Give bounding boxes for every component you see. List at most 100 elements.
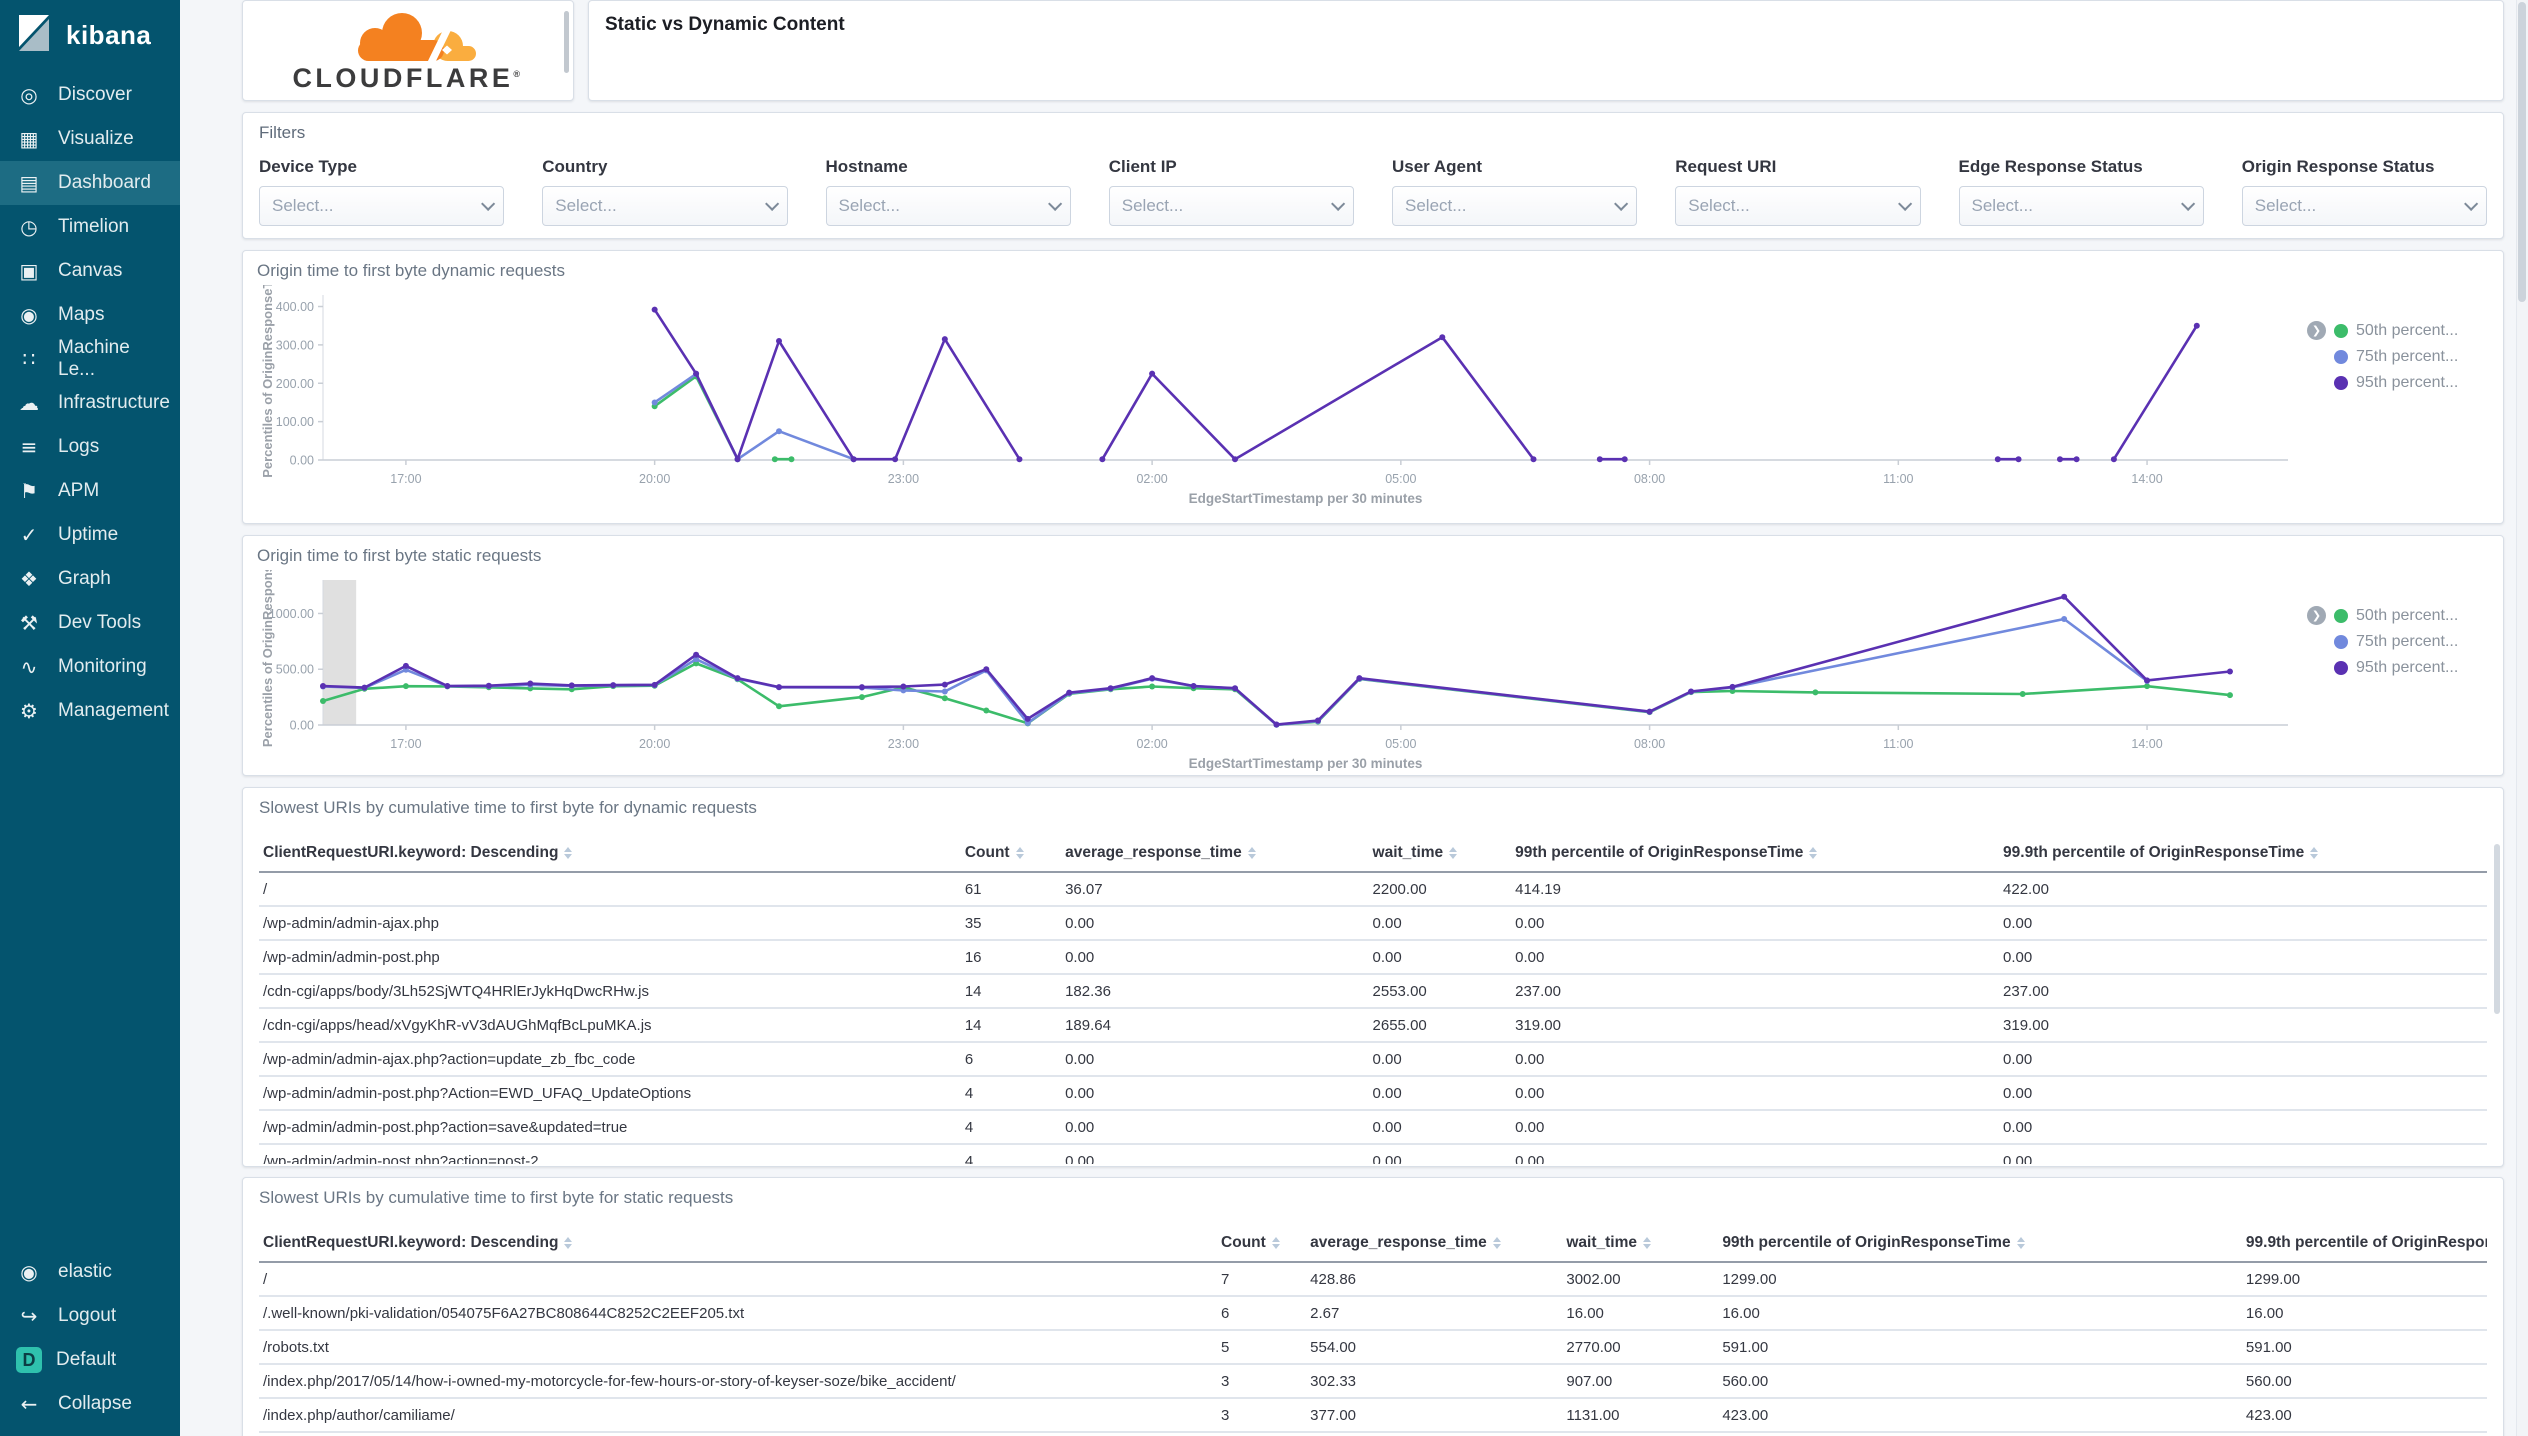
sidebar-item-uptime[interactable]: ✓ Uptime: [0, 513, 180, 557]
sidebar-item-label: Uptime: [58, 524, 119, 545]
device-type-select[interactable]: Select...: [259, 186, 505, 226]
sidebar-item-dev-tools[interactable]: ⚒ Dev Tools: [0, 601, 180, 645]
table-row[interactable]: /index.php/author/camiliame/3 377.00 1131.…: [259, 1398, 2487, 1433]
legend-item-95th-percent[interactable]: 95th percent...: [2334, 659, 2489, 677]
sidebar-item-collapse[interactable]: ← Collapse: [0, 1382, 180, 1426]
sidebar-item-visualize[interactable]: ▦ Visualize: [0, 117, 180, 161]
table-cell: 0.00: [1368, 1076, 1512, 1111]
sidebar-item-apm[interactable]: ⚑ APM: [0, 469, 180, 513]
sidebar-item-dashboard[interactable]: ▤ Dashboard: [0, 161, 180, 205]
filters-panel-label: Filters: [259, 123, 306, 142]
legend-item-50th-percent[interactable]: ❯ 50th percent...: [2307, 321, 2489, 340]
kibana-logo[interactable]: kibana: [0, 0, 180, 73]
table-scrollbar[interactable]: [2494, 844, 2500, 1014]
graph-icon: ❖: [20, 567, 38, 591]
sidebar-item-maps[interactable]: ◉ Maps: [0, 293, 180, 337]
chart-canvas[interactable]: 0.00 100.00 200.00 300.00 400.00 17:00 20:00 23…: [257, 277, 2302, 510]
table-row[interactable]: /index.php/2017/05/14/how-i-owned-my-mot…: [259, 1364, 2487, 1399]
country-select[interactable]: Select...: [542, 186, 788, 226]
column-header[interactable]: wait_time: [1562, 1224, 1719, 1263]
sidebar-item-discover[interactable]: ◎ Discover: [0, 73, 180, 117]
client-ip-select[interactable]: Select...: [1108, 186, 1354, 226]
column-header[interactable]: ClientRequestURI.keyword: Descending: [259, 1224, 1218, 1263]
column-header[interactable]: wait_time: [1368, 834, 1512, 873]
table-row[interactable]: /wp-admin/admin-ajax.php 35 0.00 0.00 0.00 0.…: [259, 906, 2487, 941]
svg-text:EdgeStartTimestamp per 30 minu: EdgeStartTimestamp per 30 minutes: [1189, 491, 1423, 506]
sidebar-item-machine-learning[interactable]: ∷ Machine Le...: [0, 337, 180, 381]
table-row[interactable]: /.well-known/pki-validation/054075F6A27B…: [259, 1296, 2487, 1331]
sidebar-item-elastic[interactable]: ◉ elastic: [0, 1250, 180, 1294]
table-row[interactable]: /cdn-cgi/apps/body/3Lh52SjWTQ4HRlErJykHq…: [259, 974, 2487, 1009]
column-header[interactable]: ClientRequestURI.keyword: Descending: [259, 834, 961, 873]
sidebar-item-label: Infrastructure: [58, 392, 170, 413]
sidebar-item-default-space[interactable]: D Default: [0, 1338, 180, 1382]
sidebar-item-graph[interactable]: ❖ Graph: [0, 557, 180, 601]
page-title: Static vs Dynamic Content: [605, 14, 845, 35]
column-header[interactable]: average_response_time: [1061, 834, 1369, 873]
sidebar-item-logout[interactable]: ↪ Logout: [0, 1294, 180, 1338]
apm-icon: ⚑: [20, 479, 38, 503]
legend-item-95th-percent[interactable]: 95th percent...: [2334, 374, 2489, 392]
legend-toggle-icon[interactable]: ❯: [2307, 606, 2326, 625]
table-title: Slowest URIs by cumulative time to first…: [259, 1188, 734, 1207]
select-placeholder: Select...: [1688, 196, 1750, 215]
origin-response-status-select[interactable]: Select...: [2241, 186, 2487, 226]
table-row[interactable]: /wp-admin/admin-post.php?action=save&upd…: [259, 1110, 2487, 1145]
legend-item-50th-percent[interactable]: ❯ 50th percent...: [2307, 606, 2489, 625]
user-agent-select[interactable]: Select...: [1392, 186, 1638, 226]
table-row[interactable]: /wp-admin/admin-post.php?action=post-2 4 0…: [259, 1144, 2487, 1164]
data-table: ClientRequestURI.keyword: Descending Coun…: [259, 834, 2487, 1164]
column-header[interactable]: Count: [1217, 1224, 1307, 1263]
collapse-icon: ←: [20, 1392, 38, 1416]
logs-icon: ≡: [20, 435, 38, 459]
column-header[interactable]: 99th percentile of OriginResponseTime: [1511, 834, 2000, 873]
hostname-select[interactable]: Select...: [825, 186, 1071, 226]
svg-text:EdgeStartTimestamp per 30 minu: EdgeStartTimestamp per 30 minutes: [1189, 756, 1423, 771]
filter-client-ip: Client IP Select...: [1108, 157, 1354, 226]
column-header[interactable]: 99.9th percentile of OriginResponseTime: [2241, 1224, 2487, 1263]
infrastructure-icon: ☁: [19, 391, 39, 415]
svg-text:300.00: 300.00: [276, 338, 314, 352]
chart-title: Origin time to first byte dynamic reques…: [257, 261, 566, 280]
legend-color-dot: [2334, 635, 2348, 649]
table-row[interactable]: /robots.txt 5 554.00 2770.00 591.00 591.00: [259, 1330, 2487, 1365]
column-header[interactable]: Count: [960, 834, 1062, 873]
column-header[interactable]: 99th percentile of OriginResponseTime: [1718, 1224, 2242, 1263]
table-row[interactable]: /wp-admin/admin-post.php 16 0.00 0.00 0.00 0.…: [259, 940, 2487, 975]
page-scrollbar-thumb[interactable]: [2518, 2, 2526, 302]
table-cell: 3002.00: [1562, 1262, 1719, 1297]
svg-text:0.00: 0.00: [290, 719, 314, 733]
table-row[interactable]: /61 36.07 2200.00 414.19 422.00: [259, 872, 2487, 907]
table-row[interactable]: /7 428.86 3002.00 1299.00 1299.00: [259, 1262, 2487, 1297]
request-uri-select[interactable]: Select...: [1675, 186, 1921, 226]
svg-text:14:00: 14:00: [2131, 472, 2162, 486]
table-row[interactable]: /cdn-cgi/apps/head/xVgyKhR-vV3dAUGhMqfBc…: [259, 1008, 2487, 1043]
page-scrollbar[interactable]: [2516, 0, 2528, 1436]
sidebar-item-timelion[interactable]: ◷ Timelion: [0, 205, 180, 249]
legend-item-75th-percent[interactable]: 75th percent...: [2334, 633, 2489, 651]
sidebar-item-infrastructure[interactable]: ☁ Infrastructure: [0, 381, 180, 425]
table-row[interactable]: /wp-admin/admin-post.php?Action=EWD_UFAQ…: [259, 1076, 2487, 1111]
logo-panel-scrollbar[interactable]: [564, 11, 569, 73]
sidebar-item-canvas[interactable]: ▣ Canvas: [0, 249, 180, 293]
sidebar-item-logs[interactable]: ≡ Logs: [0, 425, 180, 469]
legend-toggle-icon[interactable]: ❯: [2307, 321, 2326, 340]
column-header-label: 99th percentile of OriginResponseTime: [1722, 1234, 2011, 1251]
column-header[interactable]: average_response_time: [1306, 1224, 1563, 1263]
sidebar-item-monitoring[interactable]: ∿ Monitoring: [0, 645, 180, 689]
legend-color-dot: [2334, 350, 2348, 364]
chart-canvas[interactable]: 0.00 500.00 1000.00 17:00 20:00 23:00 02:00 05:…: [257, 558, 2302, 775]
table-scroll-region[interactable]: ClientRequestURI.keyword: Descending Coun…: [259, 834, 2487, 1164]
table-scroll-region[interactable]: ClientRequestURI.keyword: Descending Coun…: [259, 1224, 2487, 1433]
table-cell: 0.00: [1511, 1076, 2000, 1111]
edge-response-status-select[interactable]: Select...: [1958, 186, 2204, 226]
legend-label: 75th percent...: [2356, 348, 2459, 365]
table-cell: 319.00: [1999, 1008, 2487, 1043]
legend-item-75th-percent[interactable]: 75th percent...: [2334, 348, 2489, 366]
table-cell: 319.00: [1511, 1008, 2000, 1043]
sidebar-item-management[interactable]: ⚙ Management: [0, 689, 180, 733]
column-header[interactable]: 99.9th percentile of OriginResponseTime: [1999, 834, 2487, 873]
table-cell: 423.00: [2241, 1398, 2487, 1433]
table-cell: 907.00: [1562, 1364, 1719, 1399]
table-row[interactable]: /wp-admin/admin-ajax.php?action=update_z…: [259, 1042, 2487, 1077]
